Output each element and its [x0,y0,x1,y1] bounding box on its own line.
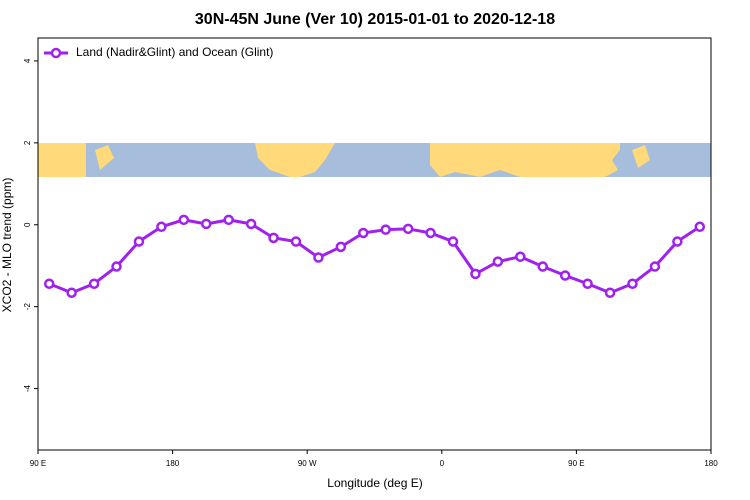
point [111,261,122,272]
y-axis-title: XCO2 - MLO trend (ppm) [0,178,14,313]
map-band [38,143,711,177]
plot-frame [37,37,712,451]
point [402,223,414,235]
point [223,214,234,226]
point [582,278,593,289]
point [492,256,504,267]
x-tick-label: 90 W [298,459,317,468]
point [335,241,347,253]
y-tick-label: -2 [23,303,32,311]
x-tick-label: 180 [704,459,718,468]
point [447,236,459,247]
point [156,221,167,233]
point [537,261,548,272]
point [66,287,77,298]
point [358,227,369,239]
legend-marker [50,47,62,59]
x-tick-label: 90 E [568,459,584,468]
point [313,252,324,263]
y-tick-label: -4 [23,384,32,392]
point [515,251,526,262]
point [470,268,481,280]
point [425,227,436,239]
point [649,261,661,272]
point [290,236,302,247]
legend-label: Land (Nadir&Glint) and Ocean (Glint) [76,45,273,59]
y-tick-label: 4 [23,58,32,63]
point [627,278,638,289]
point [604,287,616,298]
x-tick-label: 90 E [30,459,46,468]
point [245,218,257,230]
y-tick-label: 2 [23,140,32,145]
point [268,232,279,244]
point [43,278,55,289]
chart-title: 30N-45N June (Ver 10) 2015-01-01 to 2020… [195,11,555,28]
point [133,236,145,247]
y-tick-label: 0 [23,222,32,227]
point [88,278,100,289]
x-tick-label: 180 [166,459,180,468]
point [380,224,391,235]
point [201,218,212,230]
point [694,221,706,233]
x-tick-label: 0 [440,459,445,468]
series-line [48,218,701,295]
x-axis-title: Longitude (deg E) [327,476,422,490]
point [672,236,683,247]
point [178,214,190,226]
point [559,270,571,281]
